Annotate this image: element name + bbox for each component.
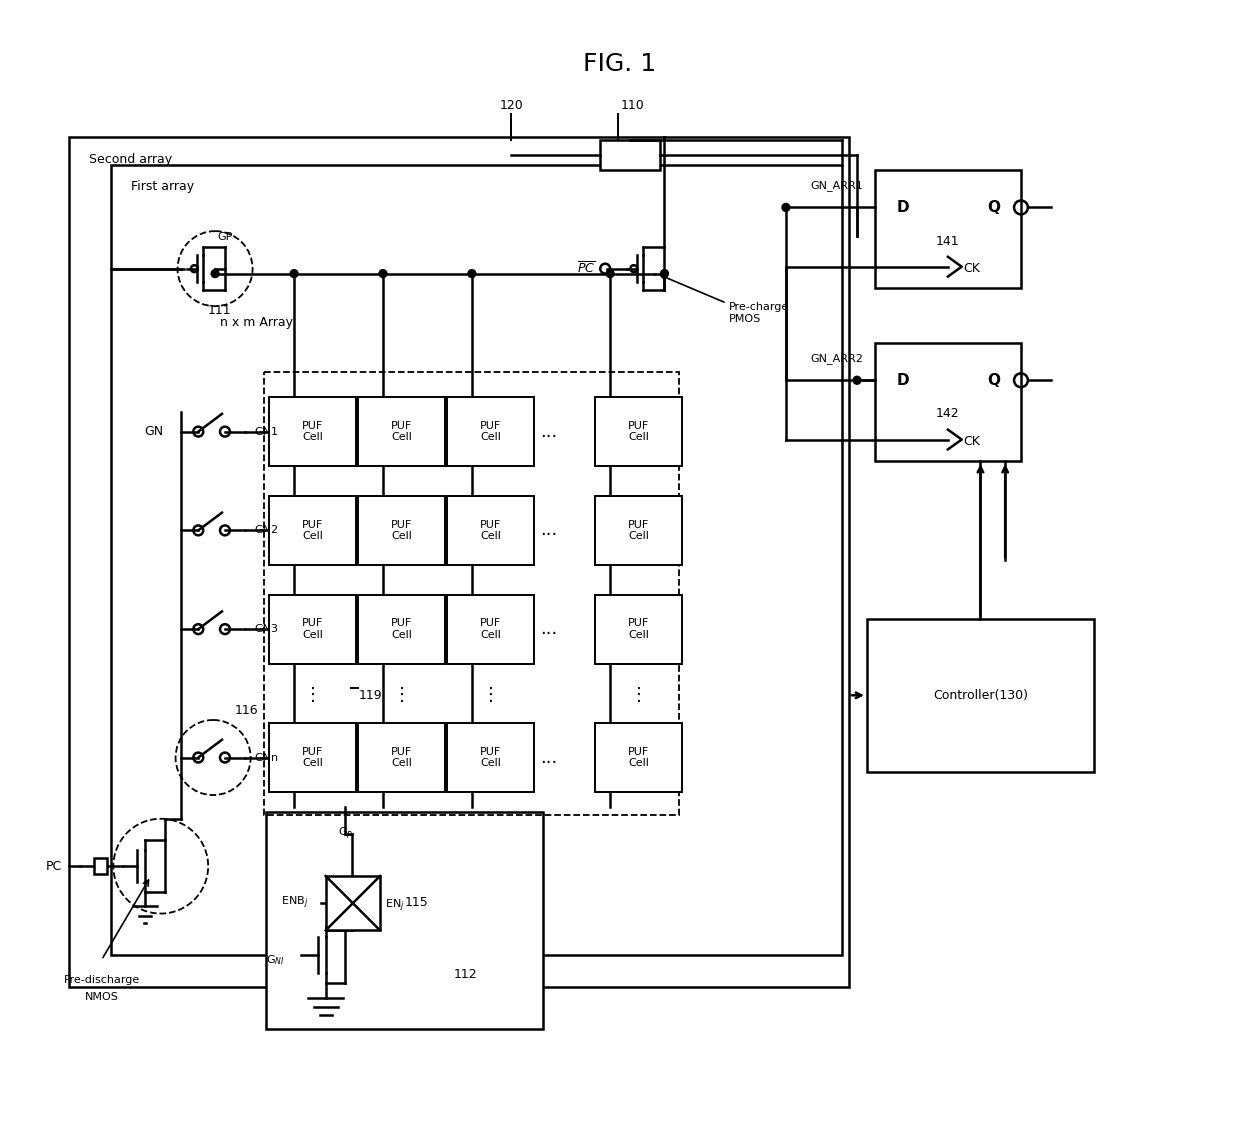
Circle shape: [290, 270, 298, 278]
Bar: [267, 812, 543, 1029]
Text: ⋮: ⋮: [481, 686, 500, 704]
Text: NMOS: NMOS: [84, 992, 119, 1001]
Text: Q: Q: [987, 200, 999, 215]
Circle shape: [782, 204, 790, 212]
Circle shape: [853, 377, 861, 385]
Text: PUF
Cell: PUF Cell: [303, 619, 324, 640]
Bar: [600, 140, 660, 170]
Bar: [269, 723, 356, 793]
Bar: [358, 594, 445, 664]
Bar: [448, 594, 534, 664]
Text: ENB$_j$: ENB$_j$: [281, 895, 309, 911]
Text: PUF
Cell: PUF Cell: [391, 420, 413, 443]
Bar: [595, 397, 682, 466]
Bar: [358, 495, 445, 565]
Text: PUF
Cell: PUF Cell: [391, 747, 413, 768]
Bar: [358, 397, 445, 466]
Text: $\overline{PC}$: $\overline{PC}$: [577, 261, 595, 277]
Bar: [269, 495, 356, 565]
Text: PUF
Cell: PUF Cell: [303, 420, 324, 443]
Bar: [93, 859, 108, 874]
Text: Q: Q: [987, 373, 999, 388]
Circle shape: [467, 270, 476, 278]
Text: GN_ARR1: GN_ARR1: [810, 180, 863, 192]
Text: Controller(130): Controller(130): [932, 688, 1028, 702]
Text: ...: ...: [541, 620, 558, 638]
Bar: [595, 594, 682, 664]
Text: PUF
Cell: PUF Cell: [480, 519, 501, 541]
Text: PUF
Cell: PUF Cell: [480, 619, 501, 640]
Text: G$_p$: G$_p$: [337, 825, 353, 842]
Bar: [269, 397, 356, 466]
Text: 112: 112: [454, 969, 477, 981]
Circle shape: [661, 270, 668, 278]
Bar: [326, 876, 379, 930]
Text: PUF
Cell: PUF Cell: [480, 747, 501, 768]
Bar: [448, 397, 534, 466]
Text: GN3: GN3: [254, 624, 279, 634]
Bar: [69, 137, 849, 986]
Text: PUF
Cell: PUF Cell: [303, 519, 324, 541]
Bar: [867, 619, 1094, 772]
Text: PUF
Cell: PUF Cell: [391, 519, 413, 541]
Text: 141: 141: [936, 234, 960, 248]
Text: PUF
Cell: PUF Cell: [629, 747, 650, 768]
Text: ...: ...: [541, 749, 558, 767]
Text: ⋮: ⋮: [630, 686, 647, 704]
Text: ...: ...: [541, 521, 558, 539]
Circle shape: [211, 270, 219, 278]
Bar: [874, 343, 1021, 461]
Text: 119: 119: [358, 688, 382, 702]
Circle shape: [606, 270, 614, 278]
Text: GP: GP: [217, 232, 232, 242]
Text: 116: 116: [234, 704, 258, 716]
Text: PUF
Cell: PUF Cell: [391, 619, 413, 640]
Text: PUF
Cell: PUF Cell: [480, 420, 501, 443]
Text: CK: CK: [963, 262, 981, 275]
Text: 142: 142: [936, 407, 960, 420]
Bar: [448, 723, 534, 793]
Text: PUF
Cell: PUF Cell: [629, 420, 650, 443]
Bar: [112, 165, 842, 955]
Text: ⋮: ⋮: [393, 686, 410, 704]
Text: GN2: GN2: [254, 526, 279, 536]
Text: First array: First array: [131, 180, 195, 193]
Text: G$_{NI}$: G$_{NI}$: [267, 953, 285, 967]
Text: PUF
Cell: PUF Cell: [303, 747, 324, 768]
Text: CK: CK: [963, 435, 981, 448]
Bar: [358, 723, 445, 793]
Text: FIG. 1: FIG. 1: [584, 53, 656, 76]
Text: Pre-charge
PMOS: Pre-charge PMOS: [729, 303, 789, 324]
Text: 115: 115: [404, 896, 429, 909]
Text: GN: GN: [144, 425, 164, 438]
Text: 120: 120: [500, 99, 523, 112]
Text: n x m Array: n x m Array: [219, 316, 293, 330]
Text: Pre-discharge: Pre-discharge: [63, 975, 140, 984]
Text: Second array: Second array: [89, 152, 172, 166]
Text: D: D: [897, 200, 909, 215]
Text: EN$_j$: EN$_j$: [384, 898, 404, 914]
Bar: [269, 594, 356, 664]
Text: ...: ...: [541, 423, 558, 441]
Text: PUF
Cell: PUF Cell: [629, 519, 650, 541]
Bar: [595, 723, 682, 793]
Text: GN_ARR2: GN_ARR2: [810, 353, 863, 364]
Bar: [874, 170, 1021, 288]
Text: D: D: [897, 373, 909, 388]
Circle shape: [379, 270, 387, 278]
Text: PUF
Cell: PUF Cell: [629, 619, 650, 640]
Text: ⋮: ⋮: [304, 686, 322, 704]
Bar: [595, 495, 682, 565]
Text: 111: 111: [207, 304, 231, 316]
Text: PC: PC: [46, 860, 62, 872]
Bar: [448, 495, 534, 565]
Bar: [264, 372, 680, 815]
Text: GNn: GNn: [254, 752, 279, 762]
Text: 110: 110: [621, 99, 645, 112]
Text: GN1: GN1: [254, 427, 279, 436]
